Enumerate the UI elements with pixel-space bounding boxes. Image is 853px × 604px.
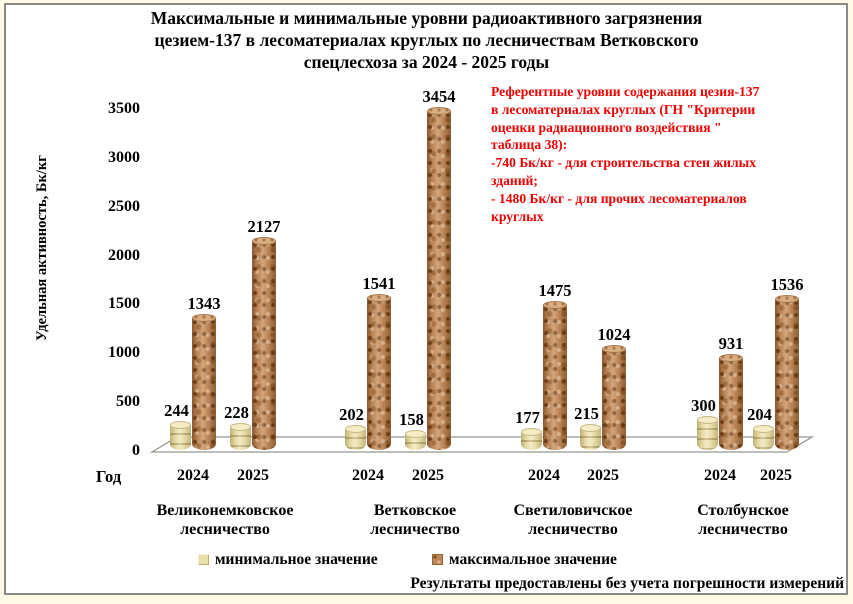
year-tick-label: 2024 [704, 467, 736, 484]
year-tick-label: 2025 [760, 467, 792, 484]
max-bar-body [775, 299, 799, 450]
min-value-label: 202 [339, 405, 364, 424]
min-bar [753, 425, 774, 450]
min-bar [345, 425, 366, 450]
y-tick-label: 0 [132, 442, 140, 459]
min-bar-body [753, 429, 774, 450]
max-bar-body [719, 358, 743, 450]
forestry-group-label: Великонемковское лесничество [156, 502, 294, 538]
max-bar [367, 294, 391, 450]
min-series-swatch-icon [198, 554, 209, 565]
year-tick-label: 2025 [587, 467, 619, 484]
min-value-label: 244 [164, 401, 189, 420]
max-value-label: 1541 [362, 274, 396, 293]
min-bar [170, 421, 191, 450]
forestry-group-label: Светиловичское лесничество [513, 502, 633, 538]
max-bar-body [602, 349, 626, 450]
y-tick-label: 1500 [108, 295, 140, 313]
min-bar-cap [405, 430, 426, 438]
min-bar [521, 428, 542, 450]
max-value-label: 2127 [247, 217, 281, 236]
min-bar [580, 424, 601, 450]
min-bar-body [170, 425, 191, 450]
max-bar-body [543, 305, 567, 450]
min-bar-cap [230, 423, 251, 431]
max-value-label: 3454 [422, 87, 456, 106]
y-tick-label: 3500 [108, 100, 140, 117]
y-tick-label: 500 [116, 393, 140, 411]
legend-item-max: максимальное значение [432, 551, 617, 569]
max-bar-body [192, 318, 216, 450]
year-tick-label: 2024 [528, 467, 560, 484]
year-tick-label: 2024 [352, 467, 384, 484]
max-bar [252, 237, 276, 450]
max-value-label: 1343 [187, 294, 221, 313]
min-bar-body [521, 432, 542, 450]
min-value-label: 300 [691, 396, 716, 415]
min-value-label: 177 [515, 408, 540, 427]
max-bar [192, 314, 216, 450]
max-bar-cap [367, 294, 391, 302]
floor-parallelogram [149, 436, 815, 453]
y-tick-label: 2500 [108, 197, 140, 215]
max-bar-body [252, 241, 276, 450]
max-bar-cap [775, 295, 799, 303]
min-bar-cap [345, 425, 366, 433]
min-bar-body [345, 429, 366, 450]
year-tick-label: 2025 [412, 467, 444, 484]
min-bar-body [405, 434, 426, 450]
legend-label-min: минимальное значение [215, 551, 378, 568]
max-bar [775, 295, 799, 450]
max-bar-cap [543, 301, 567, 309]
footer-note: Результаты предоставлены без учета погре… [410, 575, 844, 592]
min-value-label: 228 [224, 403, 249, 422]
min-bar [230, 423, 251, 450]
max-bar [602, 345, 626, 450]
max-value-label: 1536 [770, 275, 804, 294]
max-bar-cap [427, 107, 451, 115]
min-bar-cap [521, 428, 542, 436]
max-bar-body [367, 298, 391, 450]
forestry-group-label: Столбунское лесничество [697, 502, 789, 538]
chart-title: Максимальные и минимальные уровни радиоа… [150, 8, 703, 72]
min-bar [697, 416, 718, 450]
chart-frame [4, 3, 848, 595]
y-tick-label: 1000 [108, 344, 140, 362]
max-bar [719, 354, 743, 450]
year-tick-label: 2024 [177, 467, 209, 484]
max-bar [427, 107, 451, 450]
x-axis-title: Год [96, 467, 122, 486]
forestry-group-label: Ветковское лесничество [370, 502, 460, 538]
min-value-label: 204 [747, 405, 772, 424]
min-bar-cap [170, 421, 191, 429]
max-value-label: 1024 [597, 325, 631, 344]
min-bar-cap [697, 416, 718, 424]
min-bar-body [580, 428, 601, 450]
max-value-label: 1475 [538, 281, 572, 300]
max-bar-cap [602, 345, 626, 353]
min-value-label: 215 [574, 404, 599, 423]
max-bar-cap [719, 354, 743, 362]
y-tick-label: 2000 [108, 246, 140, 264]
min-value-label: 158 [399, 410, 424, 429]
max-value-label: 931 [718, 334, 744, 353]
max-bar-cap [252, 237, 276, 245]
y-tick-label: 3000 [108, 148, 140, 166]
max-bar-body [427, 111, 451, 450]
reference-levels-note: Референтные уровни содержания цезия-137 … [491, 84, 760, 224]
max-series-swatch-icon [432, 554, 443, 565]
max-bar [543, 301, 567, 450]
legend-label-max: максимальное значение [449, 551, 617, 568]
min-bar-body [697, 420, 718, 450]
min-bar-cap [753, 425, 774, 433]
legend-item-min: минимальное значение [198, 551, 378, 569]
max-bar-cap [192, 314, 216, 322]
min-bar [405, 430, 426, 450]
min-bar-cap [580, 424, 601, 432]
year-tick-label: 2025 [237, 467, 269, 484]
min-bar-body [230, 427, 251, 450]
